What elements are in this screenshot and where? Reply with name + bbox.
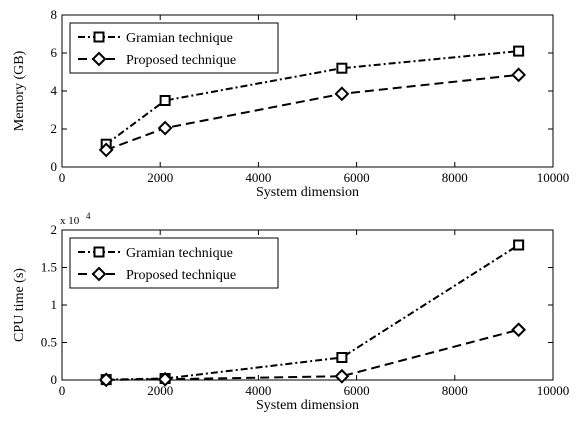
data-point <box>334 368 350 384</box>
y-tick-label: 0 <box>51 372 58 387</box>
y-tick-label: 6 <box>51 45 58 60</box>
series-line-2 <box>106 328 519 381</box>
y-tick-label: 8 <box>51 7 58 22</box>
data-point <box>511 67 527 83</box>
legend-label-1: Gramian technique <box>126 31 233 46</box>
x-tick-label: 10000 <box>537 170 570 185</box>
y-tick-label: 0 <box>51 159 58 174</box>
data-point <box>334 86 350 102</box>
data-point <box>513 239 525 251</box>
x-tick-label: 8000 <box>442 170 468 185</box>
series-line-1 <box>106 244 520 381</box>
y-multiplier-exponent: 4 <box>86 211 91 221</box>
legend-label-2: Proposed technique <box>126 53 236 68</box>
legend-marker-1 <box>93 246 105 258</box>
legend-label-1: Gramian technique <box>126 246 233 261</box>
y-tick-label: 2 <box>51 222 58 237</box>
legend: Gramian technique Proposed technique <box>69 237 279 289</box>
data-point <box>336 352 348 363</box>
x-tick-label: 2000 <box>147 383 173 398</box>
data-point <box>336 62 348 74</box>
series-line-1 <box>105 50 519 146</box>
x-axis-label: System dimension <box>256 185 359 200</box>
data-point <box>511 322 527 338</box>
x-axis-label: System dimension <box>256 398 359 413</box>
chart-panel-2: 0 2000 4000 6000 8000 10000 0 0.5 1 1.5 2x 10 4 Syst… <box>12 211 569 413</box>
data-point <box>159 95 171 106</box>
legend-marker-2 <box>91 266 107 282</box>
chart-panel-1: 0 2000 4000 6000 8000 10000 0 2 4 6 8 System dimens… <box>12 7 569 200</box>
x-tick-label: 2000 <box>147 170 173 185</box>
x-tick-label: 10000 <box>537 383 570 398</box>
x-tick-label: 4000 <box>245 170 271 185</box>
x-tick-label: 0 <box>59 383 66 398</box>
legend-marker-1 <box>93 31 105 43</box>
legend-label-2: Proposed technique <box>126 268 236 283</box>
y-tick-label: 1 <box>51 297 58 312</box>
legend-marker-2 <box>91 51 107 67</box>
y-multiplier-label: x 10 <box>60 215 80 227</box>
x-tick-label: 6000 <box>344 170 370 185</box>
y-tick-label: 4 <box>51 83 58 98</box>
legend-box <box>69 22 279 74</box>
legend-box <box>69 237 279 289</box>
y-tick-label: 0.5 <box>41 335 57 350</box>
y-axis-label: CPU time (s) <box>12 268 27 342</box>
x-tick-label: 6000 <box>344 383 370 398</box>
data-point <box>98 142 114 158</box>
series-line-2 <box>105 73 519 151</box>
legend: Gramian technique Proposed technique <box>69 22 279 74</box>
data-point <box>157 371 173 387</box>
data-point <box>513 45 525 57</box>
y-tick-label: 2 <box>51 121 58 136</box>
y-tick-label: 1.5 <box>41 260 57 275</box>
x-tick-label: 4000 <box>245 383 271 398</box>
x-tick-label: 8000 <box>442 383 468 398</box>
data-point <box>157 120 173 136</box>
data-point <box>98 372 114 388</box>
x-tick-label: 0 <box>59 170 66 185</box>
y-axis-label: Memory (GB) <box>12 50 27 131</box>
